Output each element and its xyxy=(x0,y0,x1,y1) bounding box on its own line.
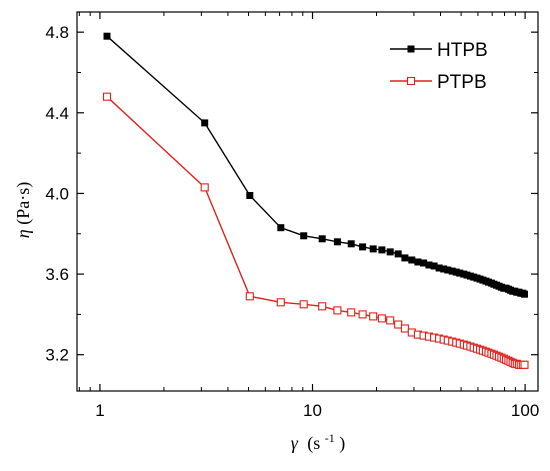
legend-item-ptpb: PTPB xyxy=(390,72,487,93)
data-point-htpb xyxy=(359,243,367,251)
y-axis-title: η (Pa·s) xyxy=(13,182,34,238)
data-point-htpb xyxy=(318,235,326,243)
y-tick-label: 4.4 xyxy=(45,104,69,123)
data-point-htpb xyxy=(420,259,428,267)
data-point-htpb xyxy=(444,266,452,274)
data-point-htpb xyxy=(448,267,456,275)
plot-area xyxy=(76,11,539,392)
data-point-htpb xyxy=(386,248,394,256)
data-point-htpb xyxy=(277,224,285,232)
x-axis-symbol: γ xyxy=(291,433,299,453)
data-point-htpb xyxy=(408,256,416,264)
y-tick-label: 3.6 xyxy=(45,265,69,284)
data-point-ptpb xyxy=(377,314,386,323)
y-axis-symbol: η xyxy=(13,229,33,238)
x-axis-unit-suffix: ) xyxy=(339,433,345,454)
data-point-htpb xyxy=(201,119,209,127)
series-htpb xyxy=(103,32,528,298)
data-point-ptpb xyxy=(358,310,367,319)
x-axis-unit-prefix: (s xyxy=(307,433,320,454)
data-point-htpb xyxy=(414,258,422,266)
data-point-htpb xyxy=(452,268,460,276)
legend-marker-ptpb xyxy=(406,76,416,86)
data-point-ptpb xyxy=(347,308,356,317)
data-point-htpb xyxy=(440,265,448,273)
y-axis-ticks: 3.2 3.6 4.0 4.4 4.8 xyxy=(45,23,538,365)
y-axis-unit: (Pa·s) xyxy=(13,182,34,225)
x-axis-ticks: 1 10 100 xyxy=(78,12,539,420)
y-tick-label: 4.0 xyxy=(45,184,69,203)
data-point-ptpb xyxy=(400,324,409,333)
x-tick-label: 1 xyxy=(95,401,104,420)
data-point-htpb xyxy=(369,245,377,253)
legend: HTPB PTPB xyxy=(390,40,488,93)
x-tick-label: 10 xyxy=(303,401,322,420)
data-point-ptpb xyxy=(369,312,378,321)
y-tick-label: 4.8 xyxy=(45,23,69,42)
data-point-ptpb xyxy=(333,306,342,315)
data-point-htpb xyxy=(333,238,341,246)
data-point-htpb xyxy=(521,290,528,298)
data-point-ptpb xyxy=(200,183,209,192)
data-point-ptpb xyxy=(520,360,529,369)
data-point-htpb xyxy=(425,261,433,269)
data-point-ptpb xyxy=(245,292,254,301)
data-point-htpb xyxy=(103,32,111,40)
legend-label-htpb: HTPB xyxy=(437,40,488,61)
x-axis-unit-exponent: -1 xyxy=(325,431,335,445)
x-axis-title: γ (s -1 ) xyxy=(291,426,346,454)
data-point-htpb xyxy=(246,192,254,199)
data-point-htpb xyxy=(347,240,355,248)
legend-label-ptpb: PTPB xyxy=(437,72,487,93)
series-ptpb xyxy=(102,92,529,369)
data-point-htpb xyxy=(435,264,443,272)
y-tick-label: 3.2 xyxy=(45,346,69,365)
x-tick-label: 100 xyxy=(511,401,539,420)
data-point-ptpb xyxy=(386,316,395,325)
data-point-ptpb xyxy=(102,92,112,101)
data-point-ptpb xyxy=(394,320,403,329)
legend-marker-htpb xyxy=(407,45,415,53)
series-layer xyxy=(102,32,529,369)
data-point-htpb xyxy=(394,250,402,258)
data-point-ptpb xyxy=(276,298,285,307)
data-point-htpb xyxy=(401,254,409,262)
data-point-ptpb xyxy=(318,302,327,311)
data-point-htpb xyxy=(456,269,464,277)
data-point-ptpb xyxy=(299,300,308,309)
data-point-htpb xyxy=(430,262,438,270)
series-line-ptpb xyxy=(106,96,525,366)
data-point-htpb xyxy=(300,232,308,240)
legend-item-htpb: HTPB xyxy=(390,40,488,61)
data-point-htpb xyxy=(378,246,386,254)
